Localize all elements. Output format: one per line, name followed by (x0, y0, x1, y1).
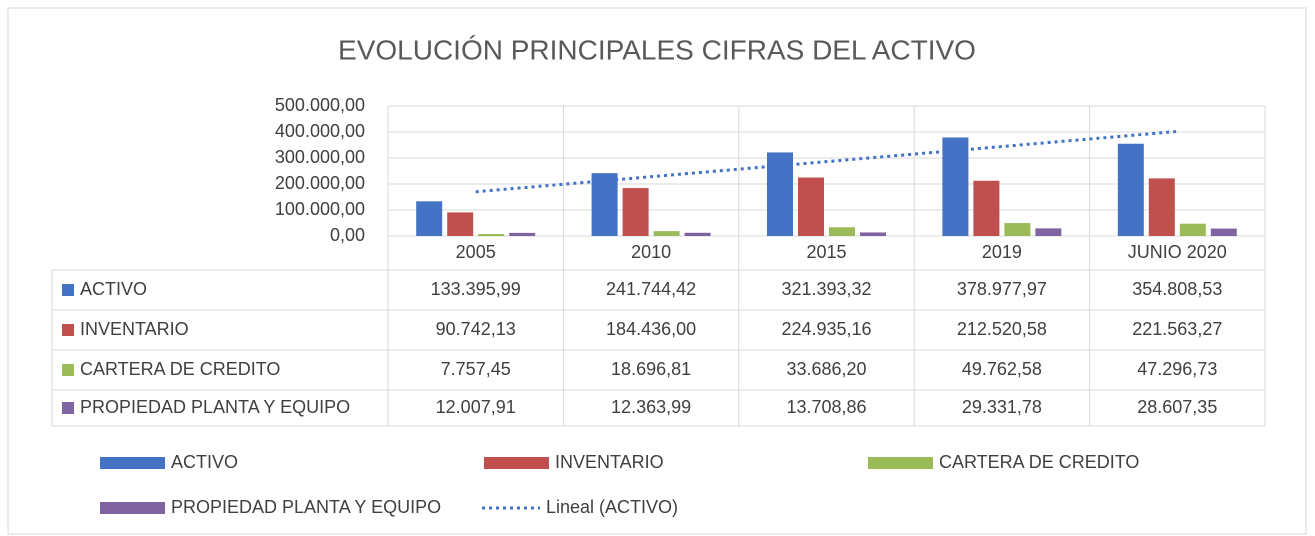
bar (478, 233, 505, 236)
y-tick-label: 400.000,00 (275, 121, 365, 141)
table-value: 133.395,99 (431, 279, 521, 299)
bar (1148, 178, 1175, 236)
legend-swatch (100, 502, 165, 514)
bar (1004, 223, 1031, 236)
legend-label: PROPIEDAD PLANTA Y EQUIPO (171, 497, 441, 517)
legend-label: CARTERA DE CREDITO (939, 452, 1139, 472)
table-value: 28.607,35 (1137, 397, 1217, 417)
bar (653, 231, 680, 236)
bar (1117, 143, 1144, 236)
legend-swatch (484, 457, 549, 469)
table-value: 212.520,58 (957, 319, 1047, 339)
chart-title: EVOLUCIÓN PRINCIPALES CIFRAS DEL ACTIVO (338, 34, 976, 65)
table-value: 184.436,00 (606, 319, 696, 339)
table-row-label: CARTERA DE CREDITO (80, 359, 280, 379)
table-value: 221.563,27 (1132, 319, 1222, 339)
bar (684, 232, 711, 236)
table-swatch (62, 284, 74, 296)
table-value: 354.808,53 (1132, 279, 1222, 299)
table-swatch (62, 364, 74, 376)
table-row-label: ACTIVO (80, 279, 147, 299)
y-tick-label: 0,00 (330, 225, 365, 245)
legend-label: ACTIVO (171, 452, 238, 472)
table-value: 13.708,86 (786, 397, 866, 417)
table-value: 12.363,99 (611, 397, 691, 417)
table-value: 321.393,32 (781, 279, 871, 299)
legend-swatch (100, 457, 165, 469)
bar (1210, 228, 1237, 236)
table-value: 90.742,13 (436, 319, 516, 339)
x-tick-label: 2015 (806, 242, 846, 262)
x-tick-label: 2019 (982, 242, 1022, 262)
table-row-label: INVENTARIO (80, 319, 189, 339)
table-value: 224.935,16 (781, 319, 871, 339)
table-value: 12.007,91 (436, 397, 516, 417)
bar (416, 201, 443, 236)
legend-label: Lineal (ACTIVO) (546, 497, 678, 517)
bar (447, 212, 474, 236)
bar (509, 232, 536, 236)
y-tick-label: 200.000,00 (275, 173, 365, 193)
table-value: 29.331,78 (962, 397, 1042, 417)
y-tick-label: 300.000,00 (275, 147, 365, 167)
y-tick-label: 500.000,00 (275, 95, 365, 115)
bar (860, 232, 886, 236)
table-row-label: PROPIEDAD PLANTA Y EQUIPO (80, 397, 350, 417)
bar (798, 177, 824, 236)
table-swatch (62, 402, 74, 414)
table-value: 33.686,20 (786, 359, 866, 379)
legend-swatch (868, 457, 933, 469)
trendline (475, 129, 1178, 194)
bar (973, 180, 1000, 236)
bar (591, 173, 618, 236)
table-value: 241.744,42 (606, 279, 696, 299)
x-tick-label: JUNIO 2020 (1128, 242, 1227, 262)
legend-label: INVENTARIO (555, 452, 664, 472)
table-value: 7.757,45 (441, 359, 511, 379)
table-value: 47.296,73 (1137, 359, 1217, 379)
y-tick-label: 100.000,00 (275, 199, 365, 219)
table-swatch (62, 324, 74, 336)
bar (942, 137, 969, 236)
x-tick-label: 2010 (631, 242, 671, 262)
table-value: 378.977,97 (957, 279, 1047, 299)
table-value: 18.696,81 (611, 359, 691, 379)
bar (829, 227, 855, 236)
bar (1035, 228, 1062, 236)
bar (622, 188, 649, 236)
table-value: 49.762,58 (962, 359, 1042, 379)
bar (1179, 223, 1206, 236)
x-tick-label: 2005 (456, 242, 496, 262)
